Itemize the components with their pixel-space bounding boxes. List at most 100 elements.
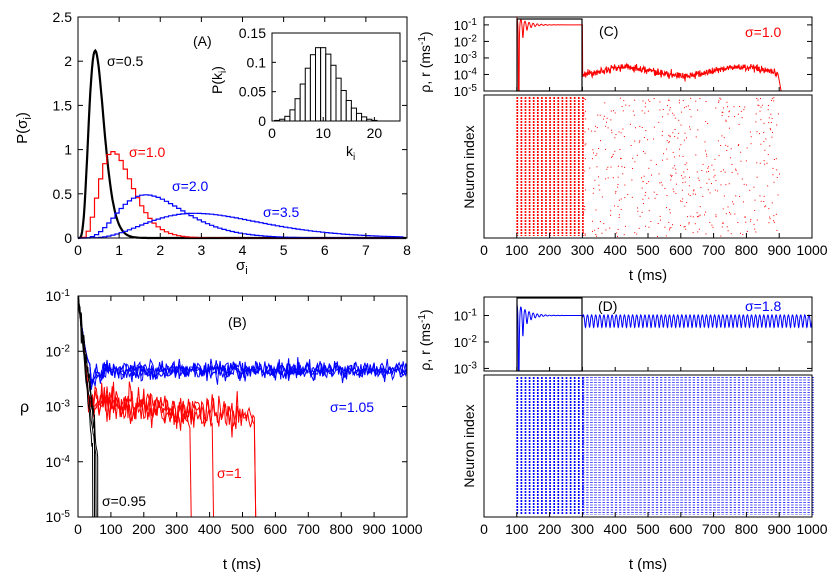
spike-dot — [594, 130, 596, 132]
tick-label: 0.5 — [53, 186, 73, 202]
spike-dot — [599, 221, 601, 223]
spike-dot — [669, 174, 671, 176]
spike-dot — [723, 195, 725, 197]
spike-dot — [599, 140, 601, 142]
panel-c-y-ticks: 10-510-410-310-210-1 — [454, 17, 812, 99]
spike-dot — [742, 234, 744, 236]
panel-c: 10-510-410-310-210-1 0 100 200 300 400 500 600… — [417, 16, 828, 284]
tick-label: 10-2 — [454, 334, 478, 350]
spike-dot — [722, 208, 724, 210]
tick-label: 1 — [115, 242, 123, 258]
tick-label: 200 — [538, 521, 562, 537]
tick-label: 800 — [735, 521, 759, 537]
spike-dot — [773, 221, 775, 223]
spike-dot — [669, 209, 671, 211]
spike-dot — [674, 117, 676, 119]
spike-dot — [684, 205, 686, 207]
spike-dot — [662, 109, 664, 111]
spike-dot — [632, 168, 634, 170]
spike-dot — [773, 181, 775, 183]
spike-dot — [603, 115, 605, 117]
panel-d-x-ticks: 0 100 200 300 400 500 600 700 800 900 1000 — [480, 367, 828, 537]
spike-dot — [705, 150, 707, 152]
spike-dot — [658, 121, 660, 123]
spike-dot — [644, 194, 646, 196]
tick-label: 1 — [64, 142, 72, 158]
spike-dot — [706, 155, 708, 157]
spike-dot — [756, 219, 758, 221]
spike-dot — [661, 184, 663, 186]
inset-bar — [325, 53, 332, 122]
spike-dot — [690, 116, 692, 118]
spike-dot — [760, 106, 762, 108]
spike-dot — [682, 182, 684, 184]
inset-y-ticks: 0 0.05 0.1 0.15 — [239, 25, 276, 129]
spike-dot — [756, 97, 758, 99]
spike-dot — [595, 155, 597, 157]
tick-label: 10-3 — [454, 360, 478, 376]
panel-a-xlabel: σi — [236, 257, 248, 277]
spike-dot — [743, 183, 745, 185]
spike-dot — [582, 141, 584, 143]
spike-dot — [768, 122, 770, 124]
spike-dot — [722, 222, 724, 224]
group-label-100: σ=1 — [217, 465, 242, 481]
spike-dot — [764, 149, 766, 151]
spike-dot — [663, 153, 665, 155]
spike-dot — [670, 227, 672, 229]
tick-label: 6 — [321, 242, 329, 258]
spike-dot — [724, 171, 726, 173]
spike-dot — [617, 176, 619, 178]
tick-label: 700 — [297, 521, 321, 537]
spike-dot — [653, 98, 655, 100]
inset-bar — [330, 64, 337, 122]
spike-dot — [675, 192, 677, 194]
spike-dot — [693, 190, 695, 192]
spike-dot — [644, 112, 646, 114]
spike-dot — [584, 110, 586, 112]
spike-dot — [601, 232, 603, 234]
panel-d: 10-3 10-2 10-1 0 100 200 300 400 500 600 700 800 90… — [417, 296, 828, 573]
spike-dot — [705, 153, 707, 155]
spike-dot — [585, 118, 587, 120]
spike-dot — [695, 154, 697, 156]
spike-dot — [625, 104, 627, 106]
spike-dot — [730, 233, 732, 235]
spike-dot — [776, 169, 778, 171]
spike-dot — [746, 230, 748, 232]
tick-label: 2 — [64, 53, 72, 69]
spike-dot — [723, 169, 725, 171]
spike-dot — [592, 152, 594, 154]
spike-dot — [776, 229, 778, 231]
spike-dot — [745, 221, 747, 223]
tick-label: 800 — [330, 521, 354, 537]
spike-dot — [664, 188, 666, 190]
spike-dot — [641, 177, 643, 179]
spike-dot — [684, 181, 686, 183]
spike-dot — [702, 195, 704, 197]
spike-dot — [641, 187, 643, 189]
spike-dot — [735, 169, 737, 171]
spike-dot — [675, 168, 677, 170]
spike-dot — [712, 226, 714, 228]
spike-dot — [737, 173, 739, 175]
spike-dot — [681, 189, 683, 191]
spike-dot — [607, 166, 609, 168]
tick-label: 2 — [156, 242, 164, 258]
spike-dot — [750, 136, 752, 138]
spike-dot — [645, 225, 647, 227]
spike-dot — [647, 99, 649, 101]
spike-dot — [725, 213, 727, 215]
panel-c-xlabel: t (ms) — [629, 267, 667, 284]
spike-dot — [617, 186, 619, 188]
spike-dot — [692, 193, 694, 195]
panel-c-raster — [516, 97, 781, 237]
panel-b: 0 100 200 300 400 500 600 700 800 900 1000 10-510-… — [20, 288, 423, 573]
spike-dot — [714, 174, 716, 176]
spike-dot — [614, 205, 616, 207]
spike-dot — [771, 136, 773, 138]
spike-dot — [669, 136, 671, 138]
spike-dot — [591, 230, 593, 232]
spike-dot — [754, 228, 756, 230]
spike-dot — [714, 189, 716, 191]
